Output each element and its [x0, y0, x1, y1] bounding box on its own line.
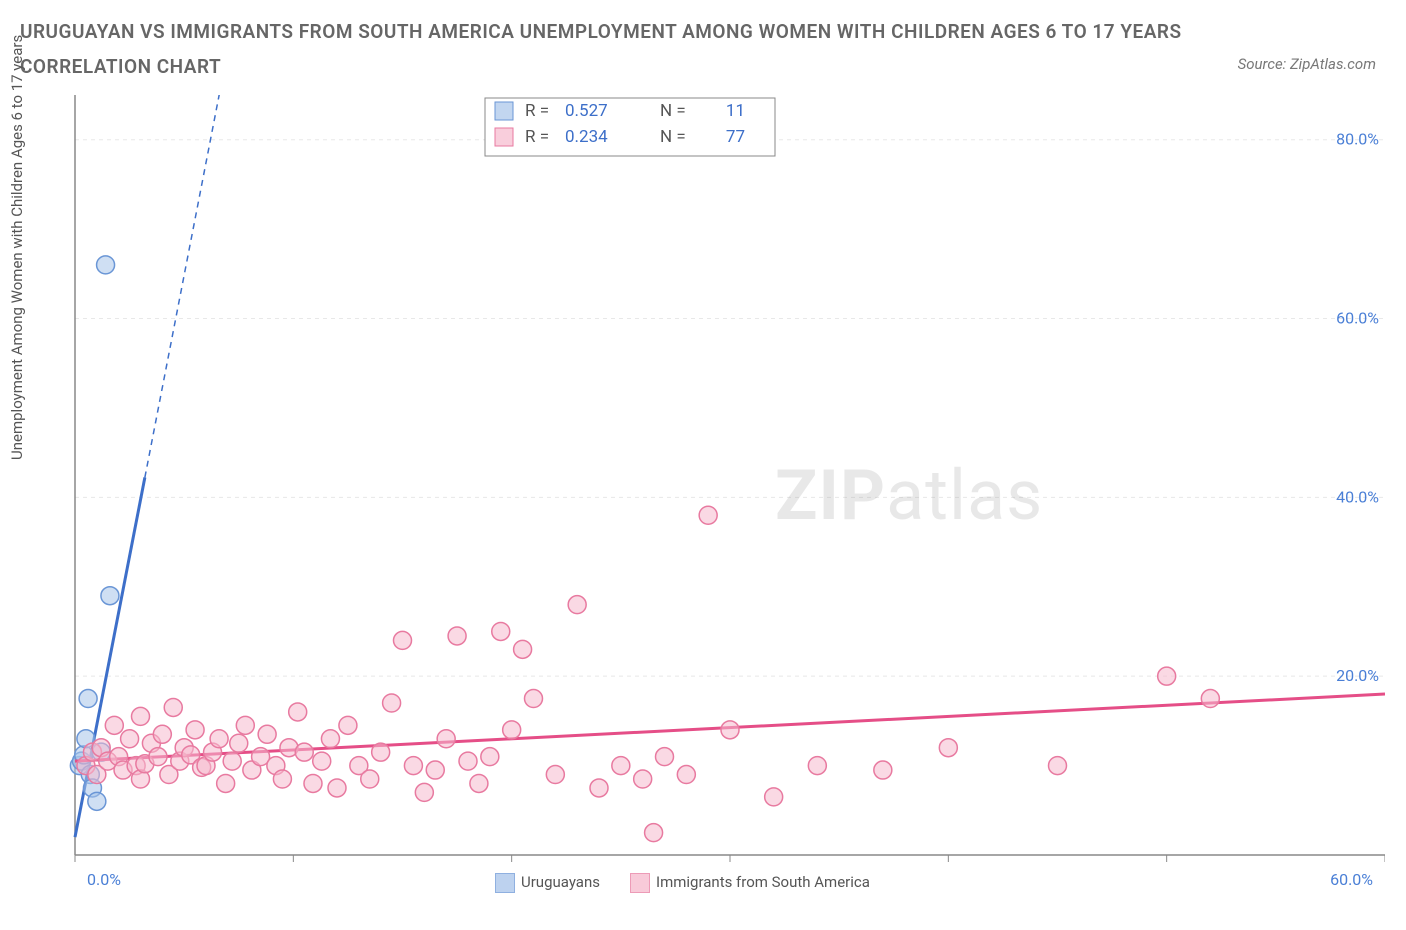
legend-item: Immigrants from South America: [630, 873, 870, 893]
data-point: [121, 730, 139, 748]
data-point: [105, 716, 123, 734]
chart-title-line2: CORRELATION CHART: [20, 55, 1182, 78]
data-point: [645, 824, 663, 842]
data-point: [217, 774, 235, 792]
legend-label: Immigrants from South America: [656, 873, 870, 891]
legend-item: Uruguayans: [495, 873, 600, 893]
data-point: [321, 730, 339, 748]
trend-line-dashed-group: [145, 95, 228, 477]
stats-n-value: 11: [726, 101, 745, 121]
stats-box: R = 0.527 N = 11 R = 0.234 N = 77: [485, 98, 775, 156]
data-point: [230, 734, 248, 752]
data-point: [459, 752, 477, 770]
stats-n-label: N =: [660, 101, 686, 121]
data-point: [808, 757, 826, 775]
data-point: [437, 730, 455, 748]
stats-r-value: 0.234: [565, 127, 608, 147]
data-point: [361, 770, 379, 788]
stats-n-label: N =: [660, 127, 686, 147]
stats-r-value: 0.527: [565, 101, 608, 121]
stats-swatch: [495, 128, 513, 146]
data-point: [210, 730, 228, 748]
y-tick-label: 60.0%: [1336, 309, 1379, 328]
data-point: [503, 721, 521, 739]
data-point: [677, 766, 695, 784]
data-point: [404, 757, 422, 775]
stats-n-value: 77: [726, 127, 745, 147]
y-tick-label: 20.0%: [1336, 666, 1379, 685]
data-point: [612, 757, 630, 775]
data-point: [394, 631, 412, 649]
data-point: [339, 716, 357, 734]
y-tick-label: 40.0%: [1336, 487, 1379, 506]
data-point: [765, 788, 783, 806]
data-point: [258, 725, 276, 743]
data-point: [273, 770, 291, 788]
scatter-chart: 20.0%40.0%60.0%80.0%0.0%60.0%R =0.527N =…: [45, 95, 1385, 885]
source-label: Source: ZipAtlas.com: [1238, 55, 1376, 73]
stats-r-label: R =: [525, 127, 549, 147]
data-point: [481, 748, 499, 766]
trend-line-dashed: [145, 95, 228, 477]
data-point: [186, 721, 204, 739]
data-point: [236, 716, 254, 734]
data-point: [101, 587, 119, 605]
data-point: [939, 739, 957, 757]
data-point: [289, 703, 307, 721]
series-legend: Uruguayans Immigrants from South America: [495, 873, 870, 893]
data-point: [79, 690, 97, 708]
data-point: [164, 698, 182, 716]
data-point: [448, 627, 466, 645]
data-point: [1201, 690, 1219, 708]
chart-svg: 20.0% 40.0% 60.0% 80.0% 0.0% 60.0% R = 0.527 N =…: [45, 95, 1385, 895]
data-point: [313, 752, 331, 770]
data-point: [132, 707, 150, 725]
data-point: [470, 774, 488, 792]
data-point: [153, 725, 171, 743]
data-point: [1158, 667, 1176, 685]
data-point: [426, 761, 444, 779]
data-point: [699, 506, 717, 524]
data-point: [88, 792, 106, 810]
x-tick-label: 0.0%: [87, 870, 121, 889]
data-point: [149, 748, 167, 766]
data-point: [223, 752, 241, 770]
stats-r-label: R =: [525, 101, 549, 121]
data-point: [328, 779, 346, 797]
stats-swatch: [495, 102, 513, 120]
data-point: [97, 256, 115, 274]
x-tick-label: 60.0%: [1330, 870, 1373, 889]
data-point: [492, 622, 510, 640]
legend-swatch: [495, 873, 515, 893]
data-point: [634, 770, 652, 788]
chart-title-line1: URUGUAYAN VS IMMIGRANTS FROM SOUTH AMERI…: [20, 20, 1182, 43]
legend-swatch: [630, 873, 650, 893]
data-point: [295, 743, 313, 761]
data-point: [514, 640, 532, 658]
data-point: [525, 690, 543, 708]
chart-title-block: URUGUAYAN VS IMMIGRANTS FROM SOUTH AMERI…: [20, 20, 1182, 78]
data-point: [721, 721, 739, 739]
data-point: [656, 748, 674, 766]
data-point: [590, 779, 608, 797]
data-point: [372, 743, 390, 761]
data-point: [546, 766, 564, 784]
data-point: [568, 596, 586, 614]
data-point: [1049, 757, 1067, 775]
y-axis-label: Unemployment Among Women with Children A…: [8, 35, 26, 460]
y-tick-label: 80.0%: [1336, 130, 1379, 149]
legend-label: Uruguayans: [521, 873, 600, 891]
data-point: [874, 761, 892, 779]
data-point: [415, 783, 433, 801]
data-point: [383, 694, 401, 712]
data-point: [304, 774, 322, 792]
